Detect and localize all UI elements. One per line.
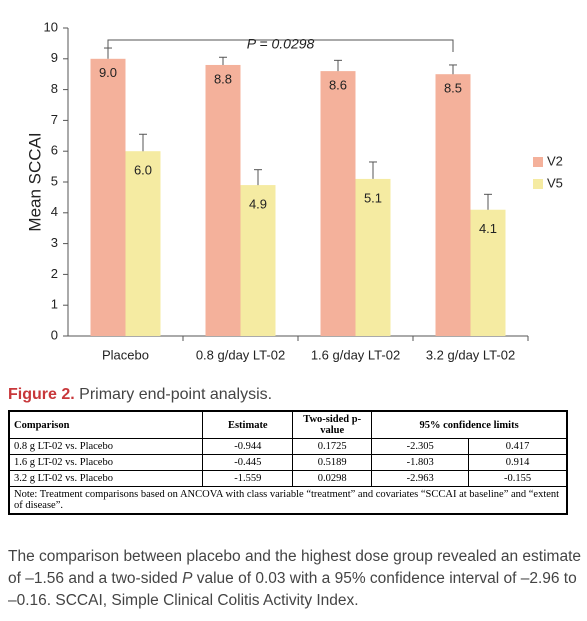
bar <box>470 209 506 336</box>
header-cell: Two-sided p-value <box>292 410 373 439</box>
value-label: 8.8 <box>214 71 232 86</box>
table-cell: -2.963 <box>371 470 470 487</box>
header-row: Comparison Estimate Two-sided p-value 95… <box>8 410 568 439</box>
table-cell: 0.8 g LT-02 vs. Placebo <box>8 438 204 455</box>
caption-text: Primary end-point analysis. <box>79 386 273 403</box>
bracket <box>107 39 454 52</box>
y-tick-label: 0 <box>51 327 58 342</box>
value-label: 8.6 <box>329 78 347 93</box>
caption-label: Figure 2. <box>8 386 75 403</box>
text: value of 0.03 with a 95% confidence inte… <box>8 570 577 609</box>
text: The comparison between placebo and the h… <box>8 548 582 587</box>
table-body: 0.8 g LT-02 vs. Placebo -0.944 0.1725 -2.30… <box>8 438 568 487</box>
caption: Figure 2. Primary end-point analysis. <box>8 386 272 404</box>
bar <box>320 71 356 337</box>
y-tick-label: 1 <box>51 297 58 312</box>
table-cell: -1.559 <box>202 470 294 487</box>
x-tick-label: Placebo <box>102 347 149 362</box>
value-label: 9.0 <box>99 65 117 80</box>
bar <box>355 178 391 336</box>
table-cell: 0.1725 <box>292 438 373 455</box>
y-tick-label: 6 <box>51 143 58 158</box>
value-label: 8.5 <box>444 81 462 96</box>
annotation: P = 0.0298 <box>247 36 315 52</box>
bar <box>125 151 161 336</box>
bar <box>205 64 241 337</box>
table-cell: 0.914 <box>468 454 568 471</box>
note: Note: Treatment comparisons based on ANC… <box>8 486 568 515</box>
y-tick-label: 10 <box>44 19 58 34</box>
x-tick-label: 0.8 g/day LT-02 <box>196 347 285 362</box>
y-tick-label: 2 <box>51 266 58 281</box>
legend-label: V2 <box>547 153 563 168</box>
y-tick-label: 9 <box>51 50 58 65</box>
table-cell: 1.6 g LT-02 vs. Placebo <box>8 454 204 471</box>
x-tick-label: 1.6 g/day LT-02 <box>311 347 400 362</box>
text: P <box>182 570 193 587</box>
legend-label: V5 <box>547 175 563 190</box>
header-cell: Estimate <box>202 410 294 439</box>
chart: Mean SCCAI 0 1 2 3 4 5 6 7 8 9 10 Placebo 9.0 6.0 0.8 … <box>25 19 563 362</box>
table-cell: 3.2 g LT-02 vs. Placebo <box>8 470 204 487</box>
bar <box>435 74 471 336</box>
table-row: 0.8 g LT-02 vs. Placebo -0.944 0.1725 -2.30… <box>8 438 568 455</box>
y-tick-label: 3 <box>51 235 58 250</box>
table-cell: -2.305 <box>371 438 470 455</box>
y-tick-label: 5 <box>51 173 58 188</box>
bar <box>90 58 126 337</box>
legend-swatch <box>533 179 543 189</box>
value-label: 4.1 <box>479 221 497 236</box>
table-cell: 0.5189 <box>292 454 373 471</box>
legend-swatch <box>533 157 543 167</box>
y-tick-label: 4 <box>51 204 58 219</box>
value-label: 6.0 <box>134 163 152 178</box>
table-cell: 0.0298 <box>292 470 373 487</box>
value-label: 5.1 <box>364 190 382 205</box>
note-row: Note: Treatment comparisons based on ANC… <box>8 486 568 515</box>
paragraph: The comparison between placebo and the h… <box>8 546 583 612</box>
results-table: Comparison Estimate Two-sided p-value 95… <box>8 410 568 515</box>
x-tick-label: 3.2 g/day LT-02 <box>426 347 515 362</box>
value-label: 4.9 <box>249 197 267 212</box>
y-tick-label: 8 <box>51 81 58 96</box>
y-axis-label: Mean SCCAI <box>25 132 44 231</box>
bar <box>240 185 276 336</box>
y-tick-label: 7 <box>51 112 58 127</box>
table-cell: 0.417 <box>468 438 568 455</box>
table-row: 1.6 g LT-02 vs. Placebo -0.445 0.5189 -1.80… <box>8 454 568 471</box>
table-cell: -1.803 <box>371 454 470 471</box>
header-cell: 95% confidence limits <box>371 410 568 439</box>
table-cell: -0.944 <box>202 438 294 455</box>
table-row: 3.2 g LT-02 vs. Placebo -1.559 0.0298 -2.96… <box>8 470 568 487</box>
table-cell: -0.155 <box>468 470 568 487</box>
header-cell: Comparison <box>8 410 204 439</box>
table-cell: -0.445 <box>202 454 294 471</box>
